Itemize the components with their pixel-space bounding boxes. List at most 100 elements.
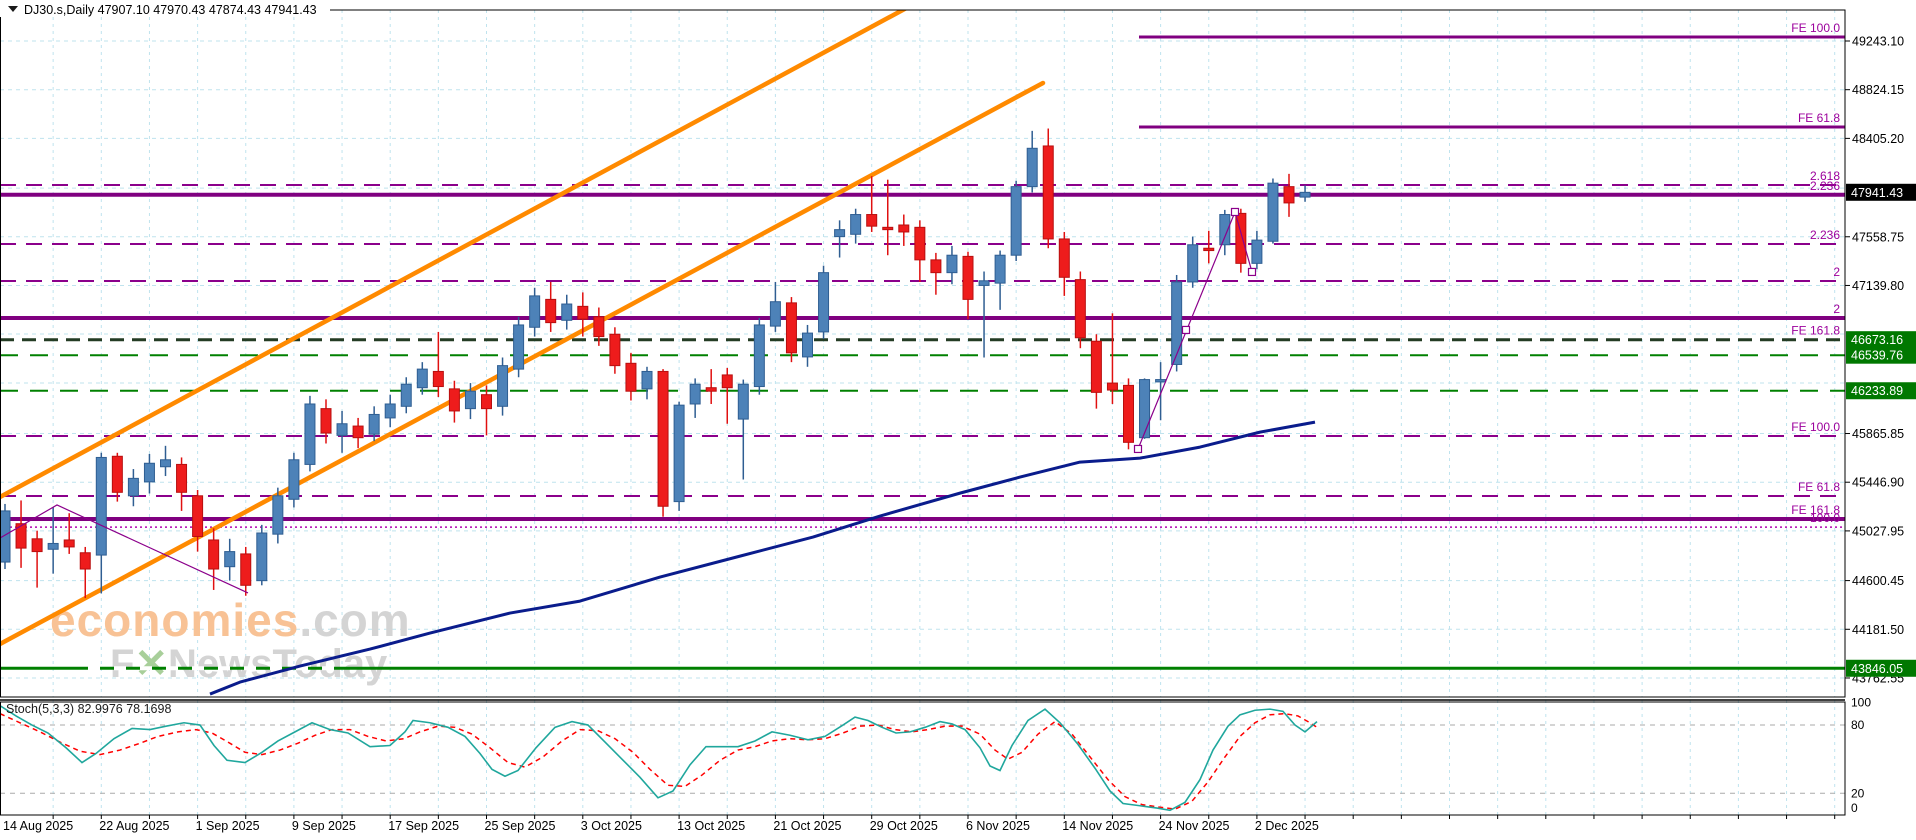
candle-body-up <box>1139 379 1151 439</box>
zigzag-handle[interactable] <box>1181 325 1191 335</box>
date-label: 22 Aug 2025 <box>99 819 169 833</box>
candle <box>1123 378 1134 450</box>
main-chart-border <box>0 9 1846 698</box>
candle-body-up <box>834 229 846 238</box>
candle <box>1 503 11 570</box>
candle <box>545 281 557 332</box>
candle <box>497 357 509 416</box>
candle <box>1219 209 1231 256</box>
candle <box>1251 230 1263 270</box>
orange-channel-upper[interactable] <box>0 1 920 499</box>
price-tick-label: 49243.10 <box>1852 35 1904 49</box>
candle <box>368 406 380 442</box>
candle-body-down <box>111 455 123 493</box>
candle-body-up <box>304 403 316 465</box>
candle <box>1235 208 1247 273</box>
candle <box>79 546 91 599</box>
candle-body-up <box>561 303 573 321</box>
candle-body-up <box>143 462 155 483</box>
date-label: 21 Oct 2025 <box>773 819 841 833</box>
candle-body-up <box>818 272 830 333</box>
candle-body-down <box>625 362 637 392</box>
candle-body-down <box>432 370 444 388</box>
candle <box>224 538 236 581</box>
candles-layer <box>1 128 1311 599</box>
candle-body-down <box>577 305 589 320</box>
candle-body-up <box>1171 281 1183 365</box>
fib-label: 2.618 <box>1810 169 1840 183</box>
candle <box>464 383 476 420</box>
price-tick-label: 45446.90 <box>1852 476 1904 490</box>
candle-body-up <box>127 477 139 497</box>
level-price-badge <box>1846 659 1916 677</box>
price-axis: 49243.10 48824.15 48405.20 47558.75 47139.80… <box>1845 35 1916 685</box>
candle <box>593 307 605 346</box>
level-price-badge <box>1846 346 1916 364</box>
candle <box>304 395 316 472</box>
candle <box>400 377 412 414</box>
candle-body-down <box>192 495 204 537</box>
price-tick-label: 47139.80 <box>1852 279 1904 293</box>
date-label: 9 Sep 2025 <box>292 819 356 833</box>
candle-body-down <box>15 523 27 549</box>
candle-body-up <box>1 510 11 563</box>
stoch-panel-border <box>0 701 1846 816</box>
candle <box>256 524 268 586</box>
left-zigzag[interactable] <box>0 504 249 594</box>
stoch-scale-label: 80 <box>1851 718 1865 732</box>
candle <box>866 176 878 232</box>
candle <box>561 294 573 330</box>
candle <box>111 452 123 502</box>
candle-body-up <box>753 324 765 388</box>
candle-body-up <box>769 301 781 327</box>
price-tick-label: 44181.50 <box>1852 623 1904 637</box>
candle <box>994 250 1006 310</box>
level-price-badge <box>1846 331 1916 349</box>
candle-body-down <box>481 394 492 410</box>
price-tick-label: 44600.45 <box>1852 574 1904 588</box>
price-tick-label: 48405.20 <box>1852 132 1904 146</box>
zigzag-handle[interactable] <box>1230 207 1240 217</box>
candle <box>802 324 813 367</box>
candle <box>448 380 460 423</box>
candle <box>737 379 749 480</box>
date-label: 25 Sep 2025 <box>485 819 556 833</box>
candle <box>1090 334 1102 409</box>
current-price-badge <box>1846 183 1916 201</box>
candle <box>1058 231 1070 296</box>
ohlc-info: DJ30.s,Daily 47907.10 47970.43 47874.43 … <box>24 3 317 17</box>
candle <box>1042 128 1054 249</box>
symbol-dropdown-icon[interactable] <box>8 6 18 12</box>
candle-body-down <box>1203 247 1215 252</box>
candle <box>160 445 171 477</box>
candle-body-down <box>1058 238 1070 278</box>
candle <box>657 369 669 517</box>
candle-body-up <box>497 365 509 407</box>
price-tick-label: 47558.75 <box>1852 230 1904 244</box>
candle-body-up <box>160 459 171 468</box>
moving-average-line[interactable] <box>209 420 1316 696</box>
zigzag-handle[interactable] <box>1247 267 1257 277</box>
candle-body-up <box>95 456 107 556</box>
stoch-scale-label: 100 <box>1851 695 1871 709</box>
candle-body-up <box>1187 244 1199 283</box>
date-label: 17 Sep 2025 <box>388 819 459 833</box>
zigzag-handle[interactable] <box>1133 444 1143 454</box>
candle <box>914 220 926 282</box>
price-badge-label: 46673.16 <box>1851 333 1903 347</box>
candle <box>513 316 525 378</box>
price-tick-label: 45865.85 <box>1852 427 1904 441</box>
date-label: 14 Nov 2025 <box>1062 819 1133 833</box>
candle <box>529 287 541 337</box>
fib-label: FE 61.8 <box>1798 480 1840 494</box>
candle-body-up <box>1026 147 1038 188</box>
candle-body-up <box>256 532 268 582</box>
candle <box>769 281 781 332</box>
stoch-signal-line <box>1 712 1318 810</box>
price-badge-label: 47941.43 <box>1851 186 1903 200</box>
candle-body-up <box>737 383 749 420</box>
candle <box>753 317 765 395</box>
candle <box>31 530 43 588</box>
